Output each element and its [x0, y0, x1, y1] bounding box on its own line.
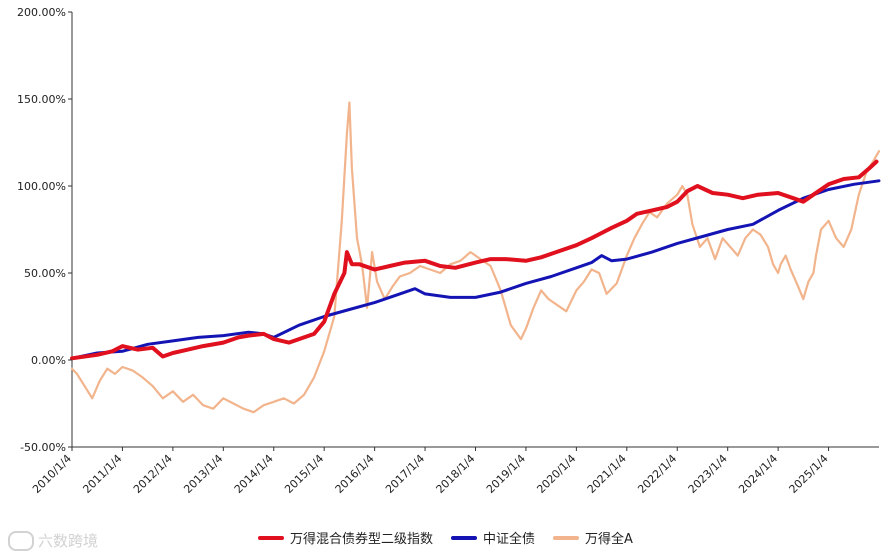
x-tick-label: 2013/1/4 [181, 452, 225, 496]
x-tick-label: 2018/1/4 [433, 452, 477, 496]
watermark-logo-icon [8, 530, 34, 551]
x-tick-label: 2022/1/4 [635, 452, 679, 496]
legend-item-hybrid-bond: 万得混合债券型二级指数 [258, 528, 433, 547]
x-tick-label: 2016/1/4 [333, 452, 377, 496]
x-tick-label: 2017/1/4 [383, 452, 427, 496]
y-tick-label: 100.00% [17, 180, 66, 193]
series-line-0 [70, 159, 879, 361]
y-tick-label: 0.00% [31, 354, 66, 367]
x-tick-label: 2023/1/4 [686, 452, 730, 496]
x-tick-label: 2010/1/4 [30, 452, 74, 496]
x-tick-label: 2014/1/4 [232, 452, 276, 496]
x-tick-label: 2024/1/4 [736, 452, 780, 496]
series-line-1 [70, 179, 881, 360]
y-tick-label: 150.00% [17, 93, 66, 106]
legend-label: 中证全债 [483, 532, 536, 547]
x-tick-label: 2021/1/4 [585, 452, 629, 496]
legend-label: 万得全A [585, 532, 633, 547]
y-tick-label: -50.00% [20, 441, 66, 454]
y-axis-ticks: 200.00% 150.00% 100.00% 50.00% 0.00% -50.00% [17, 6, 72, 454]
x-tick-label: 2011/1/4 [80, 452, 124, 496]
y-tick-label: 50.00% [24, 267, 66, 280]
x-axis-ticks: 2010/1/4 2011/1/4 2012/1/4 2013/1/4 2014/1/4… [30, 447, 831, 496]
legend-swatch [553, 535, 580, 540]
chart-legend: 万得混合债券型二级指数 中证全债 万得全A [258, 528, 633, 547]
chart-axes [71, 12, 879, 448]
watermark: 六数跨境 [8, 530, 98, 551]
legend-label: 万得混合债券型二级指数 [290, 532, 434, 547]
legend-swatch [258, 535, 284, 540]
x-tick-label: 2019/1/4 [484, 452, 528, 496]
legend-swatch [451, 535, 478, 540]
legend-item-wind-all-a: 万得全A [553, 528, 633, 547]
legend-item-csi-all-bond: 中证全债 [451, 528, 535, 547]
y-tick-label: 200.00% [17, 6, 66, 19]
x-tick-label: 2012/1/4 [131, 452, 175, 496]
x-tick-label: 2025/1/4 [787, 452, 831, 496]
series-layer [70, 101, 881, 414]
x-tick-label: 2020/1/4 [534, 452, 578, 496]
watermark-text: 六数跨境 [38, 532, 99, 550]
series-line-2 [70, 101, 881, 414]
x-tick-label: 2015/1/4 [282, 452, 326, 496]
